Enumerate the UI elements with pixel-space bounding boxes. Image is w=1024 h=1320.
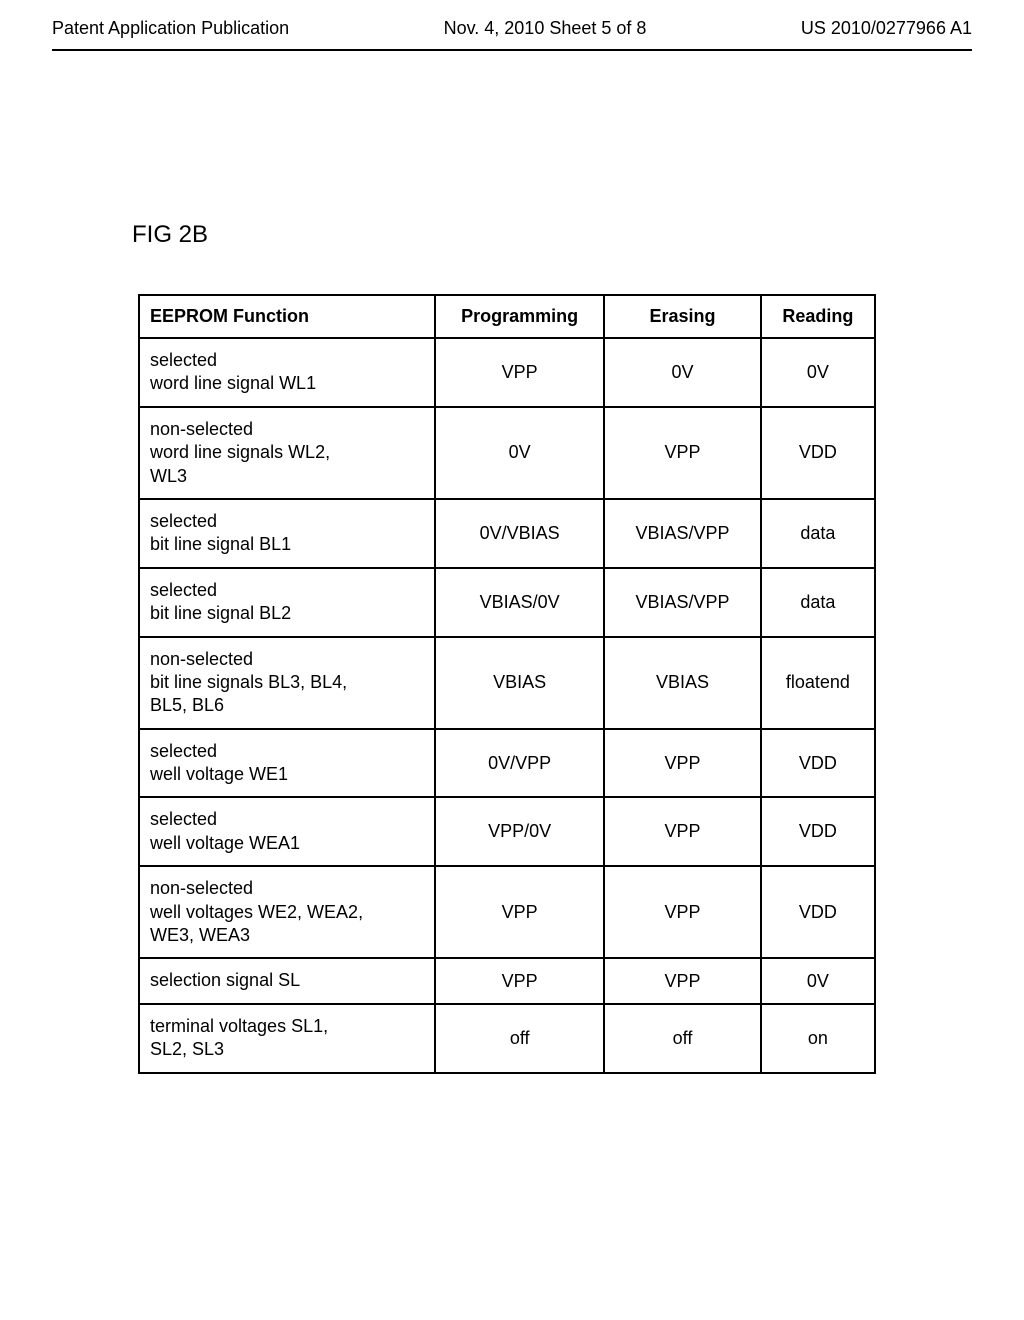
col-header-programming: Programming <box>435 295 604 338</box>
cell-erasing: VPP <box>604 958 761 1003</box>
table-row: selectedwell voltage WEA1 VPP/0V VPP VDD <box>139 797 875 866</box>
cell-programming: VBIAS <box>435 637 604 729</box>
table-row: non-selectedword line signals WL2,WL3 0V… <box>139 407 875 499</box>
cell-programming: VPP <box>435 958 604 1003</box>
cell-erasing: 0V <box>604 338 761 407</box>
cell-reading: VDD <box>761 729 875 798</box>
table-header-row: EEPROM Function Programming Erasing Read… <box>139 295 875 338</box>
cell-erasing: VPP <box>604 866 761 958</box>
table-body: selectedword line signal WL1 VPP 0V 0V n… <box>139 338 875 1073</box>
cell-function: selectedwell voltage WE1 <box>139 729 435 798</box>
cell-reading: 0V <box>761 958 875 1003</box>
table-row: selectedbit line signal BL2 VBIAS/0V VBI… <box>139 568 875 637</box>
cell-erasing: VBIAS <box>604 637 761 729</box>
table-row: selectedbit line signal BL1 0V/VBIAS VBI… <box>139 499 875 568</box>
col-header-function: EEPROM Function <box>139 295 435 338</box>
cell-erasing: VPP <box>604 729 761 798</box>
cell-function: selection signal SL <box>139 958 435 1003</box>
cell-erasing: VBIAS/VPP <box>604 499 761 568</box>
cell-programming: VBIAS/0V <box>435 568 604 637</box>
cell-function: terminal voltages SL1,SL2, SL3 <box>139 1004 435 1073</box>
cell-function: non-selectedbit line signals BL3, BL4,BL… <box>139 637 435 729</box>
cell-reading: VDD <box>761 407 875 499</box>
cell-programming: 0V <box>435 407 604 499</box>
table-row: non-selectedbit line signals BL3, BL4,BL… <box>139 637 875 729</box>
table-row: selection signal SL VPP VPP 0V <box>139 958 875 1003</box>
cell-reading: 0V <box>761 338 875 407</box>
cell-function: selectedword line signal WL1 <box>139 338 435 407</box>
figure-label: FIG 2B <box>132 221 1024 249</box>
cell-erasing: off <box>604 1004 761 1073</box>
cell-reading: floatend <box>761 637 875 729</box>
cell-function: non-selectedwell voltages WE2, WEA2,WE3,… <box>139 866 435 958</box>
cell-erasing: VPP <box>604 797 761 866</box>
header-left-text: Patent Application Publication <box>52 18 289 39</box>
page-header: Patent Application Publication Nov. 4, 2… <box>0 0 1024 47</box>
col-header-reading: Reading <box>761 295 875 338</box>
header-center-text: Nov. 4, 2010 Sheet 5 of 8 <box>444 18 647 39</box>
cell-erasing: VBIAS/VPP <box>604 568 761 637</box>
cell-erasing: VPP <box>604 407 761 499</box>
header-rule <box>52 49 972 51</box>
cell-programming: VPP/0V <box>435 797 604 866</box>
cell-reading: data <box>761 568 875 637</box>
header-right-text: US 2010/0277966 A1 <box>801 18 972 39</box>
table-row: non-selectedwell voltages WE2, WEA2,WE3,… <box>139 866 875 958</box>
cell-programming: off <box>435 1004 604 1073</box>
cell-programming: 0V/VBIAS <box>435 499 604 568</box>
cell-reading: VDD <box>761 866 875 958</box>
cell-reading: on <box>761 1004 875 1073</box>
table-row: selectedwell voltage WE1 0V/VPP VPP VDD <box>139 729 875 798</box>
cell-reading: VDD <box>761 797 875 866</box>
cell-function: selectedwell voltage WEA1 <box>139 797 435 866</box>
cell-programming: VPP <box>435 866 604 958</box>
table-row: selectedword line signal WL1 VPP 0V 0V <box>139 338 875 407</box>
cell-programming: VPP <box>435 338 604 407</box>
cell-programming: 0V/VPP <box>435 729 604 798</box>
cell-reading: data <box>761 499 875 568</box>
col-header-erasing: Erasing <box>604 295 761 338</box>
cell-function: non-selectedword line signals WL2,WL3 <box>139 407 435 499</box>
cell-function: selectedbit line signal BL1 <box>139 499 435 568</box>
eeprom-table: EEPROM Function Programming Erasing Read… <box>138 294 876 1074</box>
table-row: terminal voltages SL1,SL2, SL3 off off o… <box>139 1004 875 1073</box>
eeprom-table-wrap: EEPROM Function Programming Erasing Read… <box>138 294 876 1074</box>
cell-function: selectedbit line signal BL2 <box>139 568 435 637</box>
